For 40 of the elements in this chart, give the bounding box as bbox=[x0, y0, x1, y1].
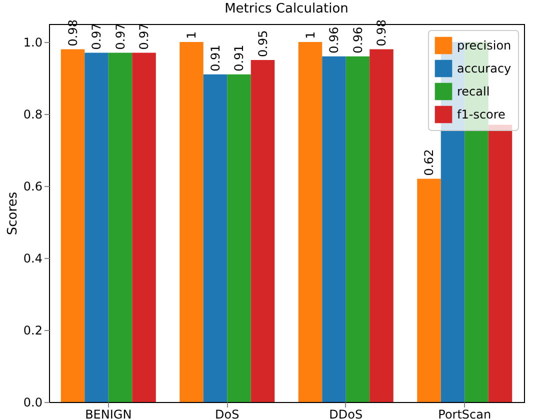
bar bbox=[298, 42, 322, 402]
text: 1 bbox=[184, 31, 198, 39]
bar bbox=[180, 42, 204, 402]
bar bbox=[203, 74, 228, 402]
y-tick-label: 1.0 bbox=[23, 36, 42, 50]
y-tick-label: 0.8 bbox=[23, 108, 42, 122]
text: 0.91 bbox=[208, 44, 222, 72]
legend-label: accuracy bbox=[457, 62, 512, 76]
text: 1 bbox=[303, 31, 318, 39]
text: 0.97 bbox=[90, 23, 104, 50]
legend-label: f1-score bbox=[457, 108, 506, 122]
legend-label: precision bbox=[457, 38, 512, 52]
y-tick-label: 0.0 bbox=[23, 396, 42, 410]
x-tick-label: BENIGN bbox=[85, 408, 132, 419]
y-tick-label: 0.4 bbox=[23, 252, 42, 266]
bar bbox=[417, 178, 441, 402]
bar bbox=[346, 56, 370, 402]
bar bbox=[132, 52, 156, 402]
legend-label: recall bbox=[457, 84, 490, 98]
bar bbox=[250, 60, 275, 402]
bar bbox=[60, 49, 85, 402]
text: 0.96 bbox=[350, 26, 365, 54]
x-tick-label: DDoS bbox=[329, 408, 363, 419]
chart-title: Metrics Calculation bbox=[224, 1, 348, 16]
text: 0.97 bbox=[113, 23, 128, 50]
bar bbox=[322, 56, 346, 402]
x-tick-label: DoS bbox=[215, 408, 240, 419]
y-axis-title: Scores bbox=[5, 192, 20, 236]
text: 0.91 bbox=[232, 44, 246, 72]
x-tick-label: PortScan bbox=[438, 408, 492, 419]
bar bbox=[227, 74, 251, 402]
text: 0.95 bbox=[256, 30, 270, 57]
text: 0.96 bbox=[327, 26, 341, 54]
y-tick-label: 0.2 bbox=[23, 324, 42, 338]
bar bbox=[370, 49, 394, 402]
text: 0.97 bbox=[137, 23, 151, 50]
bar bbox=[84, 52, 108, 402]
y-tick-label: 0.6 bbox=[23, 180, 42, 194]
bar bbox=[108, 52, 132, 402]
text: 0.62 bbox=[422, 149, 436, 176]
